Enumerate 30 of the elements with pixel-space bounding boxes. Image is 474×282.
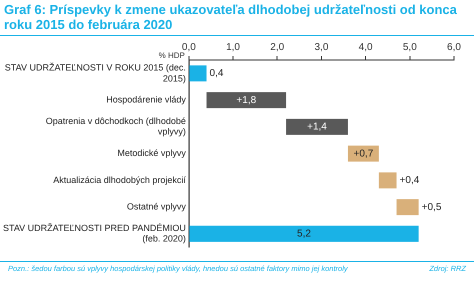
x-tick-label: 2,0	[270, 42, 285, 53]
data-label: +0,4	[400, 175, 420, 186]
bar	[348, 146, 379, 162]
x-tick-label: 5,0	[402, 42, 418, 53]
x-tick-label: 4,0	[358, 42, 374, 53]
data-label: +1,4	[307, 122, 328, 133]
bar	[189, 226, 419, 242]
y-tick-label: STAV UDRŽATEĽNOSTI V ROKU 2015 (dec. 2015)	[4, 62, 186, 84]
data-label: 5,2	[297, 228, 312, 240]
y-tick-label: STAV UDRŽATEĽNOSTI PRED PANDÉMIOU (feb. 2020)	[2, 222, 186, 244]
y-tick-label: Aktualizácia dlhodobých projekcií	[53, 174, 186, 185]
bar	[206, 92, 286, 108]
x-axis-title: % HDP	[158, 51, 185, 60]
bar	[286, 118, 348, 135]
data-label: +0,7	[354, 148, 374, 160]
y-tick-label: Metodické vplyvy	[117, 148, 186, 158]
bar	[189, 65, 207, 82]
chart-title: Graf 6: Príspevky k zmene ukazovateľa dlhodobej udržateľnosti od konca roku 2015 do februára 2020	[0, 0, 474, 36]
x-tick-label: 1,0	[226, 42, 240, 53]
x-tick-label: 3,0	[314, 42, 329, 53]
bar	[396, 199, 419, 216]
x-tick-label: 6,0	[447, 42, 462, 53]
bar	[378, 172, 397, 188]
y-tick-label: Ostatné vplyvy	[126, 202, 186, 212]
data-label: +1,8	[236, 94, 257, 106]
y-tick-label: Hospodárenie vlády	[106, 94, 186, 105]
data-label: 0,4	[210, 68, 224, 80]
y-tick-label: Opatrenia v dôchodkoch (dlhodobé vplyvy)	[46, 116, 186, 137]
x-tick-label: 0,0	[182, 42, 196, 53]
data-label: +0,5	[422, 202, 442, 213]
